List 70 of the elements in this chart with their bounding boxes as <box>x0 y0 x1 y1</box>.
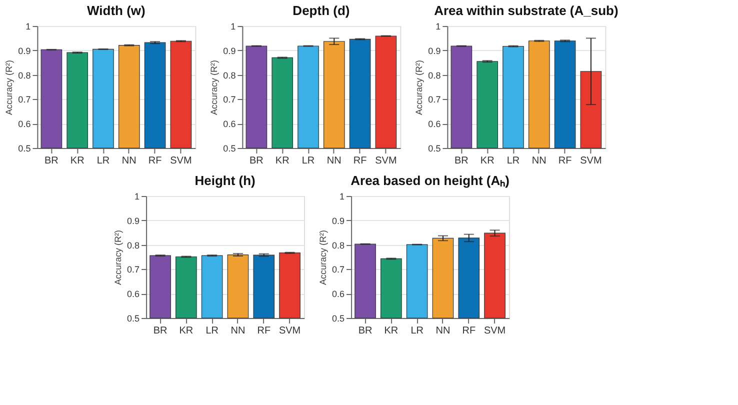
x-tick-label: BR <box>454 156 468 166</box>
y-tick-label: 0.7 <box>223 94 236 105</box>
x-tick-label: LR <box>302 156 315 166</box>
x-tick-label: BR <box>153 326 168 336</box>
x-tick-label: BR <box>249 156 264 166</box>
y-tick-label: 1 <box>134 192 140 202</box>
y-axis-title: Accuracy (R²) <box>318 230 328 286</box>
x-tick-label: KR <box>384 326 398 336</box>
y-tick-label: 1 <box>436 22 441 32</box>
x-tick-label: LR <box>206 326 218 336</box>
x-tick-label: KR <box>480 156 494 166</box>
x-tick-label: RF <box>558 156 572 166</box>
y-tick-label: 1 <box>340 192 345 202</box>
x-tick-label: RF <box>148 156 162 166</box>
x-tick-label: SVM <box>278 326 301 336</box>
y-tick-label: 0.5 <box>127 314 140 324</box>
x-tick-label: SVM <box>170 156 192 166</box>
y-axis-title: Accuracy (R²) <box>4 60 14 116</box>
y-axis-title: Accuracy (R²) <box>113 230 124 286</box>
x-tick-label: SVM <box>580 156 602 166</box>
chart-title: Height (h) <box>194 173 256 188</box>
y-tick-label: 0.6 <box>223 119 236 130</box>
y-tick-label: 0.9 <box>223 46 236 56</box>
y-tick-label: 0.8 <box>428 70 441 80</box>
x-tick-label: NN <box>532 156 546 166</box>
chart-title: Depth (d) <box>292 3 350 18</box>
chart-title: Area based on height (Aₕ) <box>350 173 510 188</box>
y-tick-label: 0.7 <box>127 264 140 275</box>
x-tick-label: RF <box>462 326 476 336</box>
x-tick-label: BR <box>44 156 58 166</box>
x-tick-label: KR <box>70 156 84 166</box>
y-tick-label: 0.6 <box>332 289 345 300</box>
x-tick-label: BR <box>358 326 372 336</box>
y-tick-label: 1 <box>230 22 236 32</box>
x-tick-label: LR <box>410 326 424 336</box>
y-tick-label: 0.7 <box>332 264 345 275</box>
y-tick-label: 0.6 <box>127 289 140 300</box>
x-tick-label: LR <box>506 156 520 166</box>
y-tick-label: 0.8 <box>223 70 236 80</box>
chart-title: Width (w) <box>87 3 146 18</box>
y-tick-label: 0.8 <box>127 240 140 250</box>
y-tick-label: 0.5 <box>223 144 236 154</box>
y-tick-label: 0.9 <box>428 46 441 56</box>
y-tick-label: 0.6 <box>428 119 441 130</box>
x-tick-label: NN <box>230 326 246 336</box>
y-tick-label: 0.5 <box>18 144 31 154</box>
y-tick-label: 0.8 <box>18 70 31 80</box>
y-tick-label: 0.9 <box>332 216 345 226</box>
y-tick-label: 1 <box>26 22 31 32</box>
y-tick-label: 0.7 <box>18 94 31 105</box>
y-tick-label: 0.9 <box>127 216 140 226</box>
chart-title: Area within substrate (A_sub) <box>434 3 618 18</box>
y-tick-label: 0.8 <box>332 240 345 250</box>
y-axis-title: Accuracy (R²) <box>209 60 220 116</box>
x-tick-label: KR <box>179 326 194 336</box>
x-tick-label: NN <box>326 156 342 166</box>
x-tick-label: RF <box>353 156 367 166</box>
y-tick-label: 0.5 <box>332 314 345 324</box>
y-tick-label: 0.9 <box>18 46 31 56</box>
y-tick-label: 0.6 <box>18 119 31 130</box>
x-tick-label: KR <box>275 156 290 166</box>
x-tick-label: NN <box>122 156 136 166</box>
x-tick-label: LR <box>96 156 110 166</box>
x-tick-label: SVM <box>484 326 506 336</box>
y-tick-label: 0.7 <box>428 94 441 105</box>
x-tick-label: SVM <box>375 156 397 166</box>
y-axis-title: Accuracy (R²) <box>414 60 424 116</box>
x-tick-label: RF <box>257 326 271 336</box>
x-tick-label: NN <box>436 326 450 336</box>
y-tick-label: 0.5 <box>428 144 441 154</box>
